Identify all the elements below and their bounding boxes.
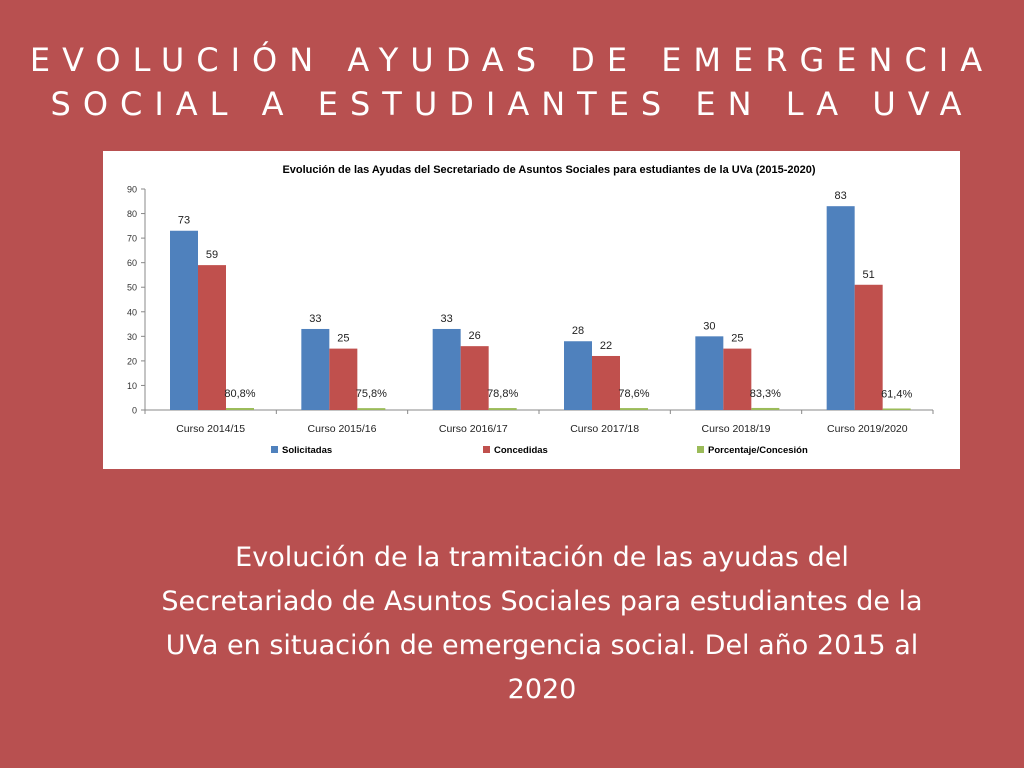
- bar-data-label: 33: [441, 313, 453, 325]
- chart-caption: Evolución de la tramitación de las ayuda…: [161, 542, 923, 705]
- bar-porcentaje-concesi-n: [488, 408, 517, 410]
- bar-concedidas: [723, 348, 752, 410]
- bar-solicitadas: [170, 230, 198, 410]
- legend-swatch: [697, 446, 704, 453]
- bar-solicitadas: [695, 336, 724, 410]
- legend-label: Porcentaje/Concesión: [708, 445, 808, 456]
- y-tick-label: 40: [127, 307, 137, 317]
- bar-porcentaje-concesi-n: [226, 408, 254, 410]
- bar-solicitadas: [826, 206, 855, 410]
- chart-title: Evolución de las Ayudas del Secretariado…: [282, 164, 815, 176]
- bar-data-label: 83,3%: [750, 388, 781, 400]
- bar-chart: Evolución de las Ayudas del Secretariado…: [127, 164, 934, 456]
- bar-porcentaje-concesi-n: [620, 408, 648, 410]
- bar-porcentaje-concesi-n: [882, 408, 911, 410]
- x-category-label: Curso 2015/16: [308, 423, 377, 435]
- bar-data-label: 78,8%: [487, 388, 518, 400]
- bar-data-label: 25: [731, 333, 743, 345]
- bar-data-label: 75,8%: [356, 388, 387, 400]
- y-tick-label: 30: [127, 332, 137, 342]
- y-tick-label: 90: [127, 185, 137, 195]
- y-tick-label: 60: [127, 258, 137, 268]
- bar-data-label: 26: [469, 330, 481, 342]
- bar-solicitadas: [432, 328, 461, 410]
- y-tick-label: 10: [127, 381, 137, 391]
- bar-concedidas: [854, 284, 883, 410]
- bar-data-label: 51: [863, 269, 875, 281]
- x-category-label: Curso 2017/18: [570, 423, 639, 435]
- bar-concedidas: [592, 355, 620, 410]
- page-title-line-2: SOCIAL A ESTUDIANTES EN LA UVA: [50, 85, 974, 123]
- bar-data-label: 61,4%: [881, 388, 912, 400]
- bar-data-label: 33: [309, 313, 321, 325]
- bar-data-label: 83: [835, 190, 847, 202]
- bar-solicitadas: [301, 328, 330, 410]
- x-category-label: Curso 2014/15: [176, 423, 245, 435]
- bar-data-label: 28: [572, 325, 584, 337]
- y-tick-label: 50: [127, 283, 137, 293]
- y-tick-label: 20: [127, 356, 137, 366]
- y-tick-label: 80: [127, 209, 137, 219]
- x-category-label: Curso 2018/19: [702, 423, 771, 435]
- bar-concedidas: [460, 346, 489, 410]
- bar-data-label: 73: [178, 215, 190, 227]
- y-tick-label: 70: [127, 234, 137, 244]
- bar-concedidas: [329, 348, 358, 410]
- x-category-label: Curso 2019/2020: [827, 423, 908, 435]
- x-category-label: Curso 2016/17: [439, 423, 508, 435]
- bar-data-label: 25: [337, 333, 349, 345]
- legend-swatch: [483, 446, 490, 453]
- bar-concedidas: [198, 265, 226, 410]
- legend-label: Concedidas: [494, 445, 548, 456]
- legend-label: Solicitadas: [282, 445, 332, 456]
- page-title-line-1: EVOLUCIÓN AYUDAS DE EMERGENCIA: [29, 41, 995, 79]
- bar-solicitadas: [564, 341, 592, 410]
- bar-data-label: 22: [600, 340, 612, 352]
- chart-card: Evolución de las Ayudas del Secretariado…: [103, 151, 960, 469]
- bar-data-label: 78,6%: [618, 388, 649, 400]
- y-tick-label: 0: [132, 406, 137, 416]
- page-title: EVOLUCIÓN AYUDAS DE EMERGENCIA SOCIAL A …: [0, 38, 1024, 126]
- bar-data-label: 80,8%: [224, 388, 255, 400]
- legend-swatch: [271, 446, 278, 453]
- bar-data-label: 30: [703, 320, 715, 332]
- bar-porcentaje-concesi-n: [357, 408, 386, 410]
- bar-data-label: 59: [206, 249, 218, 261]
- bar-porcentaje-concesi-n: [751, 407, 780, 410]
